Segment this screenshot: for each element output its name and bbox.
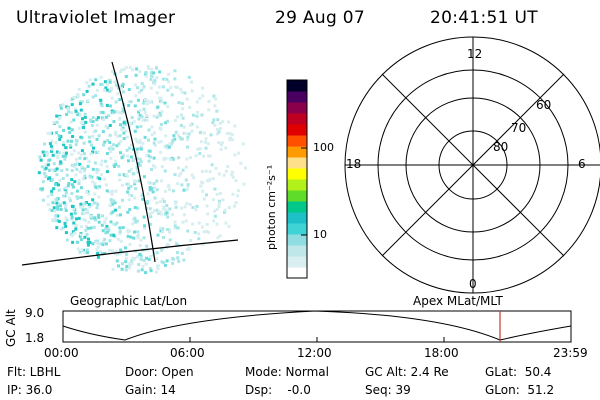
colorbar-segment bbox=[287, 168, 307, 180]
mlt-label-18: 18 bbox=[346, 157, 362, 171]
alt-x-tick-1800: 18:00 bbox=[424, 346, 459, 360]
instrument-title: Ultraviolet Imager bbox=[16, 8, 176, 28]
info-seq: Seq: 39 bbox=[365, 383, 411, 397]
latitude-line bbox=[21, 239, 239, 266]
alt-y-title: GC Alt bbox=[4, 309, 18, 347]
colorbar-segment bbox=[287, 234, 307, 246]
time-label: 20:41:51 UT bbox=[430, 8, 538, 28]
polar-plot bbox=[344, 36, 600, 294]
colorbar-segment bbox=[287, 245, 307, 257]
info-flt: Flt: LBHL bbox=[7, 365, 61, 379]
polar-panel-caption: Apex MLat/MLT bbox=[413, 294, 503, 308]
mlt-label-6: 6 bbox=[578, 157, 586, 171]
alt-y-tick-9: 9.0 bbox=[25, 306, 45, 320]
colorbar-segment bbox=[287, 223, 307, 235]
longitude-line bbox=[111, 61, 156, 263]
mlt-label-12: 12 bbox=[467, 47, 483, 61]
altitude-plot bbox=[62, 310, 572, 343]
mlat-label-80: 80 bbox=[493, 140, 509, 154]
mlt-label-0: 0 bbox=[469, 277, 477, 291]
mlat-label-60: 60 bbox=[536, 98, 552, 112]
uv-image-panel bbox=[21, 61, 247, 275]
colorbar-segment bbox=[287, 179, 307, 191]
alt-x-tick-0600: 06:00 bbox=[170, 346, 205, 360]
colorbar-segment bbox=[287, 190, 307, 202]
colorbar-segment bbox=[287, 146, 307, 158]
colorbar-segment bbox=[287, 113, 307, 125]
alt-x-tick-0000: 00:00 bbox=[44, 346, 79, 360]
alt-x-tick-1200: 12:00 bbox=[297, 346, 332, 360]
date-label: 29 Aug 07 bbox=[275, 8, 365, 28]
colorbar-segment bbox=[287, 80, 307, 92]
uv-image-noise bbox=[37, 64, 247, 275]
alt-x-tick-2359: 23:59 bbox=[553, 346, 588, 360]
colorbar-tick-10: 10 bbox=[313, 228, 327, 241]
colorbar bbox=[286, 79, 308, 279]
info-gain: Gain: 14 bbox=[125, 383, 176, 397]
info-door: Door: Open bbox=[125, 365, 194, 379]
info-glon: GLon: 51.2 bbox=[485, 383, 555, 397]
colorbar-unit-label: photon cm⁻²s⁻¹ bbox=[265, 164, 278, 250]
colorbar-tick-100: 100 bbox=[313, 141, 334, 154]
colorbar-segment bbox=[287, 157, 307, 169]
info-mode: Mode: Normal bbox=[245, 365, 329, 379]
colorbar-segment bbox=[287, 256, 307, 268]
info-ip: IP: 36.0 bbox=[7, 383, 53, 397]
colorbar-segment bbox=[287, 102, 307, 114]
colorbar-segment bbox=[287, 212, 307, 224]
colorbar-segment bbox=[287, 91, 307, 103]
colorbar-segment bbox=[287, 267, 307, 279]
colorbar-segment bbox=[287, 201, 307, 213]
image-panel-caption: Geographic Lat/Lon bbox=[70, 294, 188, 308]
colorbar-segment bbox=[287, 135, 307, 147]
mlat-label-70: 70 bbox=[511, 121, 527, 135]
alt-y-tick-1-8: 1.8 bbox=[25, 331, 45, 345]
info-dsp: Dsp: -0.0 bbox=[245, 383, 311, 397]
info-glat: GLat: 50.4 bbox=[485, 365, 552, 379]
colorbar-segment bbox=[287, 124, 307, 136]
info-gcalt: GC Alt: 2.4 Re bbox=[365, 365, 449, 379]
